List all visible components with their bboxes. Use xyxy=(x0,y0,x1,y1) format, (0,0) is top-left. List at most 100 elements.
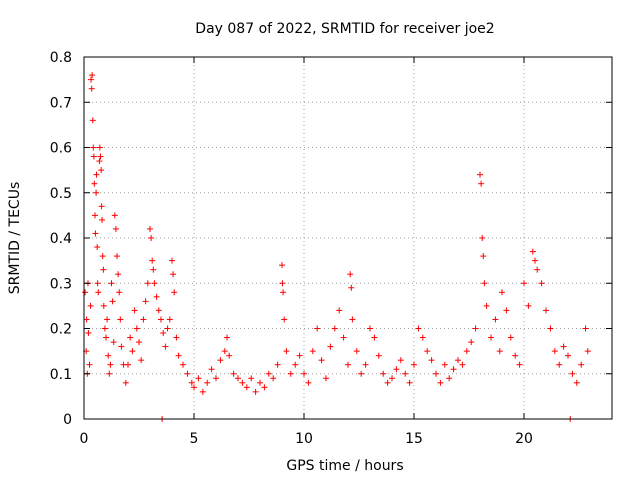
data-point xyxy=(481,280,488,287)
data-point xyxy=(367,325,373,332)
data-point xyxy=(93,171,100,178)
data-point xyxy=(140,316,147,323)
data-point xyxy=(582,325,589,332)
data-point xyxy=(103,334,109,341)
data-point xyxy=(569,370,576,377)
data-point xyxy=(503,307,510,314)
data-point xyxy=(95,289,102,296)
data-point xyxy=(104,316,111,323)
data-point xyxy=(389,375,395,382)
data-point xyxy=(131,307,138,314)
data-point xyxy=(188,379,195,386)
data-point xyxy=(348,284,355,291)
data-point xyxy=(353,348,360,355)
data-point xyxy=(411,361,417,368)
data-point xyxy=(279,280,286,287)
data-point xyxy=(92,212,98,219)
data-point xyxy=(127,334,134,341)
data-point xyxy=(94,280,101,287)
data-point xyxy=(274,361,281,368)
y-tick-label: 0.6 xyxy=(50,141,72,157)
data-point xyxy=(496,348,503,355)
data-point xyxy=(88,76,95,83)
data-point xyxy=(279,262,285,269)
data-point xyxy=(191,384,197,391)
data-point xyxy=(450,366,457,373)
data-point xyxy=(384,379,391,386)
data-point xyxy=(283,348,290,355)
data-point xyxy=(89,72,96,79)
data-point xyxy=(230,370,237,377)
data-point xyxy=(551,348,558,355)
data-point xyxy=(195,375,202,382)
data-point xyxy=(393,366,400,373)
data-point xyxy=(543,307,549,314)
y-tick-label: 0.7 xyxy=(50,95,72,111)
data-point xyxy=(100,266,107,273)
data-point xyxy=(419,334,426,341)
axis-ticks: 0 0.1 0.2 0.3 0.4 0.5 0.6 0.7 0.8 0 5 10 15 20 xyxy=(50,50,612,447)
data-point xyxy=(160,330,167,337)
data-point xyxy=(584,348,591,355)
data-point xyxy=(87,302,94,309)
data-point xyxy=(111,212,118,219)
data-point xyxy=(98,203,105,210)
data-point xyxy=(144,280,151,287)
data-point xyxy=(125,361,131,368)
data-point xyxy=(261,384,268,391)
data-point xyxy=(224,334,230,341)
data-point xyxy=(184,370,191,377)
data-point xyxy=(347,271,354,278)
data-points xyxy=(82,72,591,422)
data-point xyxy=(402,370,409,377)
data-point xyxy=(424,348,431,355)
data-point xyxy=(93,189,100,196)
data-point xyxy=(147,225,153,232)
data-point xyxy=(148,235,155,241)
data-point xyxy=(305,379,312,386)
data-point xyxy=(117,316,124,323)
y-tick-label: 0.2 xyxy=(50,322,72,338)
data-point xyxy=(556,361,563,368)
data-point xyxy=(578,361,585,368)
data-point xyxy=(91,180,98,187)
data-point xyxy=(472,325,479,332)
data-point xyxy=(516,361,523,368)
data-point xyxy=(136,339,142,346)
data-point xyxy=(85,330,92,337)
x-axis-label: GPS time / hours xyxy=(286,458,403,474)
data-point xyxy=(323,375,329,382)
data-point xyxy=(362,361,369,368)
data-point xyxy=(488,334,494,341)
data-point xyxy=(371,334,378,341)
data-point xyxy=(213,375,219,382)
data-point xyxy=(309,348,316,355)
x-tick-label: 10 xyxy=(295,431,313,447)
data-point xyxy=(507,334,514,341)
data-point xyxy=(171,289,178,296)
data-point xyxy=(107,361,114,368)
data-point xyxy=(441,361,448,368)
data-point xyxy=(97,153,104,160)
data-point xyxy=(265,370,272,377)
data-point xyxy=(99,253,106,260)
data-point xyxy=(142,298,149,305)
data-point xyxy=(446,375,453,382)
data-point xyxy=(170,271,177,278)
data-point xyxy=(173,334,180,341)
data-point xyxy=(340,334,347,341)
data-point xyxy=(433,370,439,377)
data-point xyxy=(428,357,435,364)
data-point xyxy=(166,316,173,323)
data-point xyxy=(92,230,99,237)
data-point xyxy=(479,235,486,241)
data-point xyxy=(89,117,96,124)
x-tick-label: 15 xyxy=(405,431,423,447)
data-point xyxy=(327,343,334,350)
data-point xyxy=(397,357,404,364)
y-tick-label: 0.3 xyxy=(50,276,72,292)
data-point xyxy=(565,352,571,359)
data-point xyxy=(204,379,211,386)
data-point xyxy=(153,293,160,300)
